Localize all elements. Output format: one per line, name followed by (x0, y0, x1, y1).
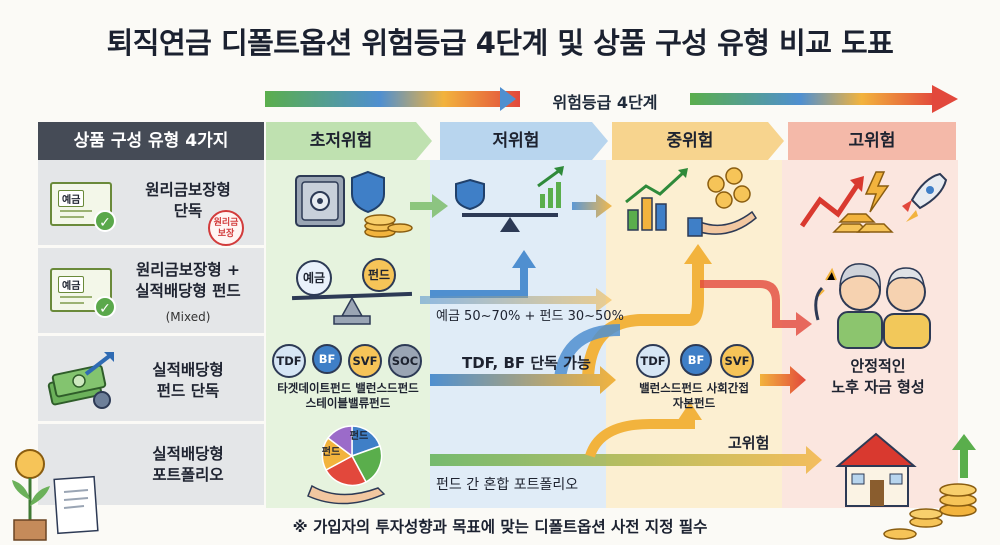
shield-icon (351, 170, 385, 214)
footer-note: ※ 가입자의 투자성향과 목표에 맞는 디폴트옵션 사전 지정 필수 (292, 518, 708, 536)
portfolio-mix-text: 펀드 간 혼합 포트폴리오 (436, 477, 579, 493)
fund-chip: 펀드 (362, 258, 396, 292)
cash-stack-icon (47, 352, 114, 409)
check-icon: ✓ (94, 210, 116, 232)
certificate-icon: 예금 (50, 268, 112, 312)
row-title-guaranteed: 원리금보장형 단독 (145, 181, 231, 220)
flow-arrow (430, 250, 536, 298)
page-title: 퇴직연금 디폴트옵션 위험등급 4단계 및 상품 구성 유형 비교 도표 (106, 26, 894, 60)
flow-arrow (572, 194, 612, 218)
coins-icon (364, 214, 413, 238)
check-icon: ✓ (94, 296, 116, 318)
tdf-chip: TDF (272, 344, 306, 378)
level-header-very-low: 초저위험 (266, 122, 416, 160)
house-icon (835, 432, 917, 507)
types-header: 상품 구성 유형 4가지 (38, 122, 264, 160)
row-head-fund-only: 실적배당형 펀드 단독 (38, 336, 264, 424)
stacked-coins-icon (883, 434, 977, 540)
pie-chart-icon (307, 425, 386, 505)
flow-curve (582, 262, 704, 379)
soc-chip: SOC (388, 344, 422, 378)
elderly-couple-icon (814, 263, 931, 349)
header-chevron (592, 122, 608, 160)
flow-arrowhead (678, 402, 702, 420)
deposit-fund-balance-icon (291, 291, 413, 325)
level-header-high: 고위험 (788, 122, 956, 160)
row-subtitle-mixed: (Mixed) (165, 310, 211, 324)
receipt-icon (53, 475, 99, 535)
header-chevron (768, 122, 784, 160)
money-plant-icon (12, 449, 50, 541)
bf-chip: BF (312, 344, 342, 374)
bf-chip: BF (680, 344, 712, 376)
row-head-guaranteed: 예금 ✓ 원리금보장형 단독 원리금 보장 (38, 160, 264, 248)
row-title-mixed: 원리금보장형 + 실적배당형 펀드 (135, 261, 241, 300)
guarantee-stamp-icon: 원리금 보장 (208, 210, 244, 246)
flow-arrow (410, 194, 448, 218)
rocket-icon (902, 172, 948, 222)
flow-curve (585, 418, 696, 458)
flow-arrow (420, 288, 612, 312)
flow-arrow (430, 366, 616, 394)
seesaw-icon (455, 178, 558, 232)
row-title-fund-only: 실적배당형 펀드 단독 (152, 361, 224, 400)
row-head-mixed: 예금 ✓ 원리금보장형 + 실적배당형 펀드 (Mixed) (38, 248, 264, 336)
pie-label: 펀드 (349, 431, 369, 442)
tdf-bf-only-text: TDF, BF 단독 가능 (462, 354, 591, 372)
mid-fund-names-line2: 자본펀드 (672, 396, 716, 410)
high-risk-flow-text: 고위험 (728, 434, 770, 452)
flow-arrow (430, 446, 822, 474)
risk-level-arrow (265, 85, 958, 113)
flow-curve (554, 324, 621, 379)
hand-coins-icon (687, 167, 757, 237)
row-title-portfolio: 실적배당형 포트폴리오 (152, 445, 224, 484)
lightning-icon (864, 171, 890, 213)
svf-chip: SVF (348, 344, 382, 378)
flow-arrow (760, 366, 806, 394)
gold-bars-icon (832, 213, 894, 233)
growth-chart-icon (537, 166, 564, 208)
flow-arrow (700, 280, 812, 336)
risk-levels-caption: 위험등급 4단계 (525, 89, 685, 113)
outcome-text: 안정적인 노후 자금 형성 (831, 357, 925, 396)
mid-fund-names-line1: 밸런스드펀드 사회간접 (639, 381, 749, 395)
header-chevron (416, 122, 432, 160)
mix-ratio-text: 예금 50~70% + 펀드 30~50% (436, 309, 624, 324)
level-header-medium: 중위험 (612, 122, 768, 160)
safe-icon (295, 175, 345, 227)
deposit-chip: 예금 (296, 260, 332, 296)
svf-chip: SVF (720, 344, 754, 378)
tdf-chip: TDF (636, 344, 670, 378)
fund-names-line2: 스테이블밸류펀드 (305, 396, 391, 410)
column-bg-low (430, 160, 606, 508)
fund-names-line1: 타겟데이트펀드 밸런스드펀드 (277, 381, 419, 395)
pie-label: 펀드 (321, 447, 341, 458)
growth-chart-icon (625, 168, 688, 231)
level-header-low: 저위험 (440, 122, 592, 160)
zigzag-arrow-icon (799, 176, 864, 228)
flow-arrowhead (684, 244, 712, 264)
